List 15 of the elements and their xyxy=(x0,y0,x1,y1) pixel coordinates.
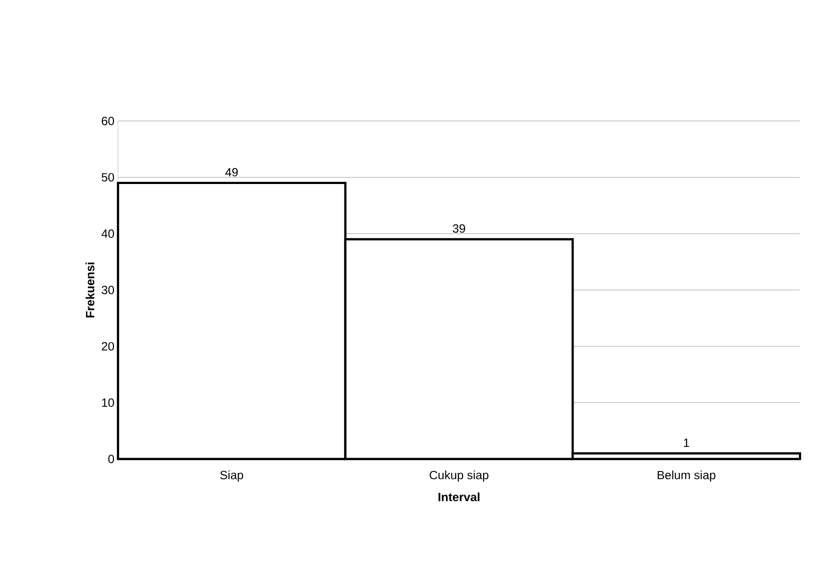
x-axis-title: Interval xyxy=(438,492,480,502)
y-tick-label: 50 xyxy=(102,173,114,182)
y-tick-label: 10 xyxy=(102,398,114,407)
y-tick-label: 20 xyxy=(102,342,114,351)
data-label: 49 xyxy=(225,168,238,176)
y-axis-title: Frekuensi xyxy=(86,262,94,318)
x-tick-label: Belum siap xyxy=(658,470,716,482)
y-tick-label: 60 xyxy=(102,116,114,126)
y-tick-label: 30 xyxy=(102,286,114,294)
x-tick-label: Siap xyxy=(220,470,244,482)
y-tick-label: 0 xyxy=(108,454,114,464)
y-tick-label: 40 xyxy=(101,229,114,238)
data-label: 39 xyxy=(452,224,466,233)
x-tick-label: Cukup siap xyxy=(430,470,488,482)
data-label: 1 xyxy=(684,438,690,447)
